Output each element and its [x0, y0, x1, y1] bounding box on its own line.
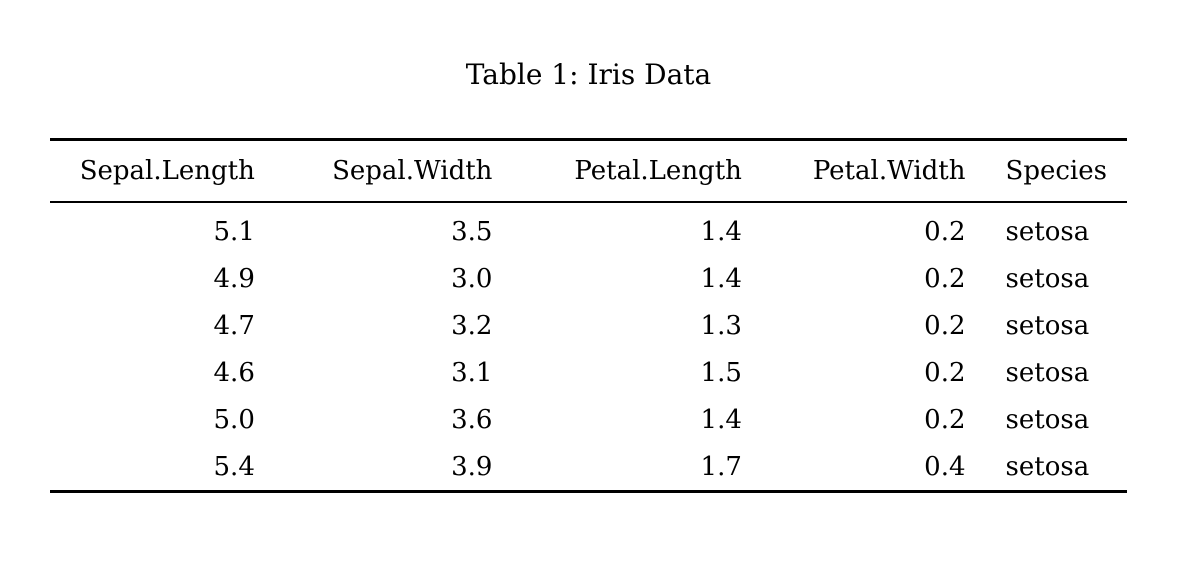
cell-sepal-width: 3.2	[451, 310, 493, 341]
cell-sepal-length: 4.9	[213, 263, 255, 294]
cell-petal-length: 1.7	[700, 451, 742, 482]
table-caption-text: Table 1: Iris Data	[465, 58, 712, 91]
header-row: Sepal.Length Sepal.Width Petal.Length Pe…	[50, 139, 1127, 203]
cell-species: setosa	[1005, 357, 1090, 388]
col-header-petal-width: Petal.Width	[761, 139, 986, 203]
cell-sepal-length: 4.7	[213, 310, 255, 341]
cell-petal-width: 0.2	[924, 216, 966, 247]
table-caption: Table 1: Iris Data	[50, 58, 1127, 92]
col-header-petal-length: Petal.Length	[512, 139, 762, 203]
cell-petal-width: 0.4	[924, 451, 966, 482]
cell-sepal-width: 3.0	[451, 263, 493, 294]
cell-species: setosa	[1005, 310, 1090, 341]
cell-petal-length: 1.3	[700, 310, 742, 341]
cell-petal-length: 1.4	[700, 216, 742, 247]
iris-data-table: Sepal.Length Sepal.Width Petal.Length Pe…	[50, 138, 1127, 493]
col-header-sepal-length: Sepal.Length	[50, 139, 275, 203]
cell-sepal-width: 3.5	[451, 216, 493, 247]
cell-petal-length: 1.4	[700, 404, 742, 435]
cell-sepal-width: 3.1	[451, 357, 493, 388]
col-header-sepal-width: Sepal.Width	[274, 139, 513, 203]
table-row: 5.1 3.5 1.4 0.2 setosa	[50, 202, 1127, 255]
cell-sepal-length: 4.6	[213, 357, 255, 388]
cell-species: setosa	[1005, 451, 1090, 482]
cell-sepal-length: 5.0	[213, 404, 255, 435]
cell-petal-length: 1.4	[700, 263, 742, 294]
cell-petal-length: 1.5	[700, 357, 742, 388]
cell-sepal-width: 3.9	[451, 451, 493, 482]
cell-species: setosa	[1005, 263, 1090, 294]
table-row: 4.7 3.2 1.3 0.2 setosa	[50, 302, 1127, 349]
cell-sepal-length: 5.1	[213, 216, 255, 247]
cell-petal-width: 0.2	[924, 310, 966, 341]
cell-petal-width: 0.2	[924, 404, 966, 435]
cell-petal-width: 0.2	[924, 357, 966, 388]
table-row: 5.4 3.9 1.7 0.4 setosa	[50, 443, 1127, 492]
cell-species: setosa	[1005, 404, 1090, 435]
table-row: 4.9 3.0 1.4 0.2 setosa	[50, 255, 1127, 302]
cell-species: setosa	[1005, 216, 1090, 247]
cell-sepal-length: 5.4	[213, 451, 255, 482]
table-row: 5.0 3.6 1.4 0.2 setosa	[50, 396, 1127, 443]
table-row: 4.6 3.1 1.5 0.2 setosa	[50, 349, 1127, 396]
cell-petal-width: 0.2	[924, 263, 966, 294]
cell-sepal-width: 3.6	[451, 404, 493, 435]
col-header-species: Species	[985, 139, 1127, 203]
